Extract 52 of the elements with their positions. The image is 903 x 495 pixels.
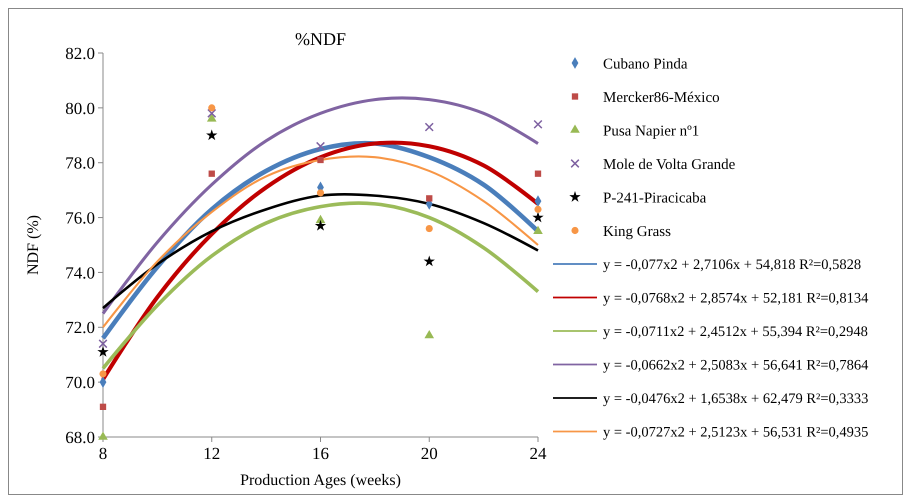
point (316, 189, 324, 196)
point (97, 346, 109, 357)
y-tick-label: 74.0 (65, 263, 95, 282)
x-tick-label: 16 (312, 444, 329, 463)
legend-label: Mole de Volta Grande (603, 156, 736, 173)
point (99, 370, 107, 378)
point (317, 156, 324, 164)
point (100, 404, 106, 410)
y-tick-label: 76.0 (65, 208, 95, 228)
point (208, 170, 215, 177)
point (424, 122, 434, 132)
point (424, 255, 435, 266)
chart-title: %NDF (294, 29, 346, 49)
point (426, 224, 433, 232)
legend-label: Mercker86-México (603, 90, 720, 106)
legend-label: P-241-Piracicaba (603, 190, 707, 206)
legend-label: y = -0,0711x2 + 2,4512x + 55,394 R²=0,2948 (603, 324, 868, 340)
point (98, 339, 108, 348)
point (206, 129, 218, 140)
legend-label: y = -0,077x2 + 2,7106x + 54,818 R²=0,5828 (603, 257, 862, 274)
point (534, 170, 542, 177)
legend-label: y = -0,0727x2 + 2,5123x + 56,531 R²=0,4935 (603, 424, 868, 441)
point (534, 206, 542, 213)
x-tick-label: 24 (530, 444, 547, 463)
line-series (101, 201, 540, 370)
point (533, 226, 543, 234)
legend-label: Cubano Pinda (603, 56, 688, 72)
y-tick-label: 70.0 (65, 373, 95, 392)
x-tick-label: 12 (203, 444, 220, 463)
point (424, 330, 434, 338)
y-tick-label: 82.0 (65, 44, 95, 63)
y-tick-label: 72.0 (65, 318, 95, 338)
legend-label: y = -0,0768x2 + 2,8574x + 52,181 R²=0,8134 (603, 290, 870, 307)
point (314, 220, 326, 231)
legend-label: y = -0,0476x2 + 1,6538x + 62,479 R²=0,3333 (603, 391, 868, 408)
point (426, 195, 432, 202)
legend-label: y = -0,0662x2 + 2,5083x + 56,641 R²=0,7864 (603, 358, 870, 374)
point (316, 142, 326, 151)
y-tick-label: 78.0 (65, 154, 95, 173)
y-tick-label: 68.0 (65, 428, 95, 447)
point (533, 120, 543, 129)
x-tick-label: 8 (98, 444, 108, 463)
point (206, 113, 217, 122)
x-tick-label: 20 (420, 444, 438, 463)
point (532, 212, 544, 222)
point (207, 108, 216, 118)
legend-label: Pusa Napier nº1 (603, 123, 700, 140)
legend-label: King Grass (603, 224, 672, 240)
y-tick-label: 80.0 (65, 98, 95, 118)
y-axis-title: NDF (%) (25, 215, 42, 275)
point (208, 104, 216, 112)
x-axis-title: Production Ages (weeks) (240, 472, 401, 489)
